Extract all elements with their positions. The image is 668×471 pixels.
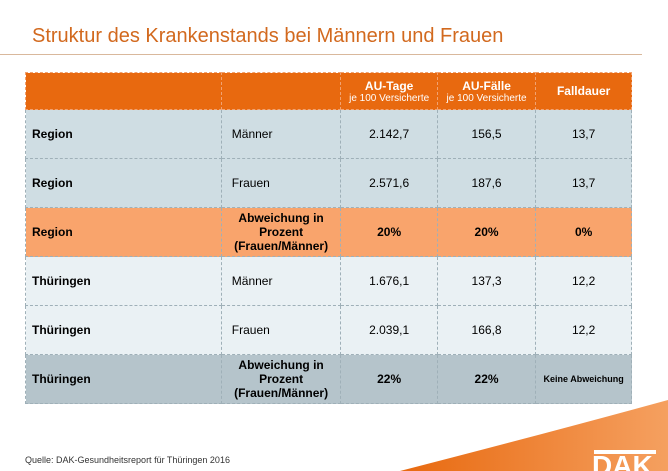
cell-au-tage: 1.676,1 (340, 256, 438, 306)
cell-falldauer: 0% (535, 207, 632, 257)
cell-au-tage: 22% (340, 354, 438, 404)
cell-group: Frauen (220, 305, 342, 355)
table-header: AU-Tage je 100 Versicherte AU-Fälle je 100… (25, 72, 632, 110)
cell-falldauer: 13,7 (535, 158, 632, 208)
cell-au-tage: 2.142,7 (340, 109, 438, 159)
cell-falldauer: 13,7 (535, 109, 632, 159)
cell-au-faelle: 137,3 (436, 256, 537, 306)
table-row: Thüringen Männer 1.676,1 137,3 12,2 (25, 256, 632, 306)
header-sublabel: je 100 Versicherte (349, 92, 430, 104)
header-empty (25, 72, 222, 110)
header-sublabel: je 100 Versicherte (446, 92, 527, 104)
header-label: AU-Tage (364, 78, 414, 93)
cell-group: Abweichung in Prozent (Frauen/Männer) (220, 354, 342, 404)
source-note: Quelle: DAK-Gesundheitsreport für Thürin… (25, 455, 230, 465)
cell-region: Thüringen (25, 305, 222, 355)
table-row: Region Frauen 2.571,6 187,6 13,7 (25, 158, 632, 208)
data-table: AU-Tage je 100 Versicherte AU-Fälle je 100… (25, 72, 632, 404)
cell-region: Thüringen (25, 256, 222, 306)
cell-au-tage: 20% (340, 207, 438, 257)
cell-group: Frauen (220, 158, 342, 208)
header-label: AU-Fälle (462, 78, 511, 93)
header-au-tage: AU-Tage je 100 Versicherte (340, 72, 438, 110)
cell-falldauer: Keine Abweichung (535, 354, 632, 404)
cell-group: Männer (220, 109, 342, 159)
table-row: Region Abweichung in Prozent (Frauen/Män… (25, 207, 632, 257)
cell-au-tage: 2.039,1 (340, 305, 438, 355)
header-falldauer: Falldauer (535, 72, 632, 110)
header-empty (220, 72, 342, 110)
page-title: Struktur des Krankenstands bei Männern u… (32, 25, 504, 47)
cell-falldauer: 12,2 (535, 256, 632, 306)
cell-group: Männer (220, 256, 342, 306)
header-au-faelle: AU-Fälle je 100 Versicherte (436, 72, 537, 110)
divider (0, 54, 642, 55)
cell-au-faelle: 22% (436, 354, 537, 404)
cell-au-faelle: 20% (436, 207, 537, 257)
cell-au-faelle: 166,8 (436, 305, 537, 355)
cell-region: Region (25, 158, 222, 208)
cell-falldauer: 12,2 (535, 305, 632, 355)
dak-logo-swoosh: DAK (400, 400, 668, 471)
cell-au-faelle: 187,6 (436, 158, 537, 208)
table-row: Thüringen Frauen 2.039,1 166,8 12,2 (25, 305, 632, 355)
cell-region: Region (25, 109, 222, 159)
table-row: Region Männer 2.142,7 156,5 13,7 (25, 109, 632, 159)
cell-au-tage: 2.571,6 (340, 158, 438, 208)
table-row: Thüringen Abweichung in Prozent (Frauen/… (25, 354, 632, 404)
cell-group: Abweichung in Prozent (Frauen/Männer) (220, 207, 342, 257)
dak-logo: DAK (592, 450, 653, 471)
cell-region: Region (25, 207, 222, 257)
cell-region: Thüringen (25, 354, 222, 404)
cell-au-faelle: 156,5 (436, 109, 537, 159)
